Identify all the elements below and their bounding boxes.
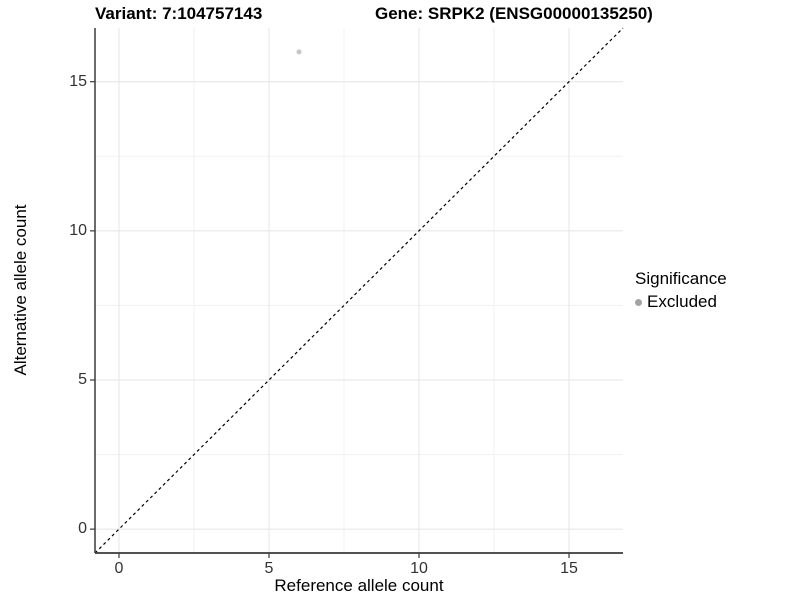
- x-tick-label: 5: [264, 560, 274, 577]
- y-tick-label: 0: [78, 520, 87, 538]
- legend-item-excluded: Excluded: [635, 292, 727, 312]
- legend-item-label: Excluded: [647, 292, 717, 311]
- y-tick-label: 15: [69, 72, 87, 90]
- plot-title-variant: Variant: 7:104757143: [95, 4, 263, 23]
- x-tick-label: 10: [410, 560, 428, 577]
- data-point: [296, 49, 302, 55]
- y-tick-label: 10: [69, 221, 87, 239]
- x-axis-label: Reference allele count: [274, 576, 444, 595]
- legend: Significance Excluded: [635, 269, 727, 312]
- plot-title-gene: Gene: SRPK2 (ENSG00000135250): [375, 4, 653, 23]
- x-tick-label: 0: [114, 560, 124, 577]
- x-tick-label: 15: [560, 560, 578, 577]
- identity-dashed-line: [94, 27, 624, 554]
- legend-point-icon: [635, 298, 642, 306]
- y-tick-label: 5: [78, 370, 87, 388]
- legend-title: Significance: [635, 269, 727, 288]
